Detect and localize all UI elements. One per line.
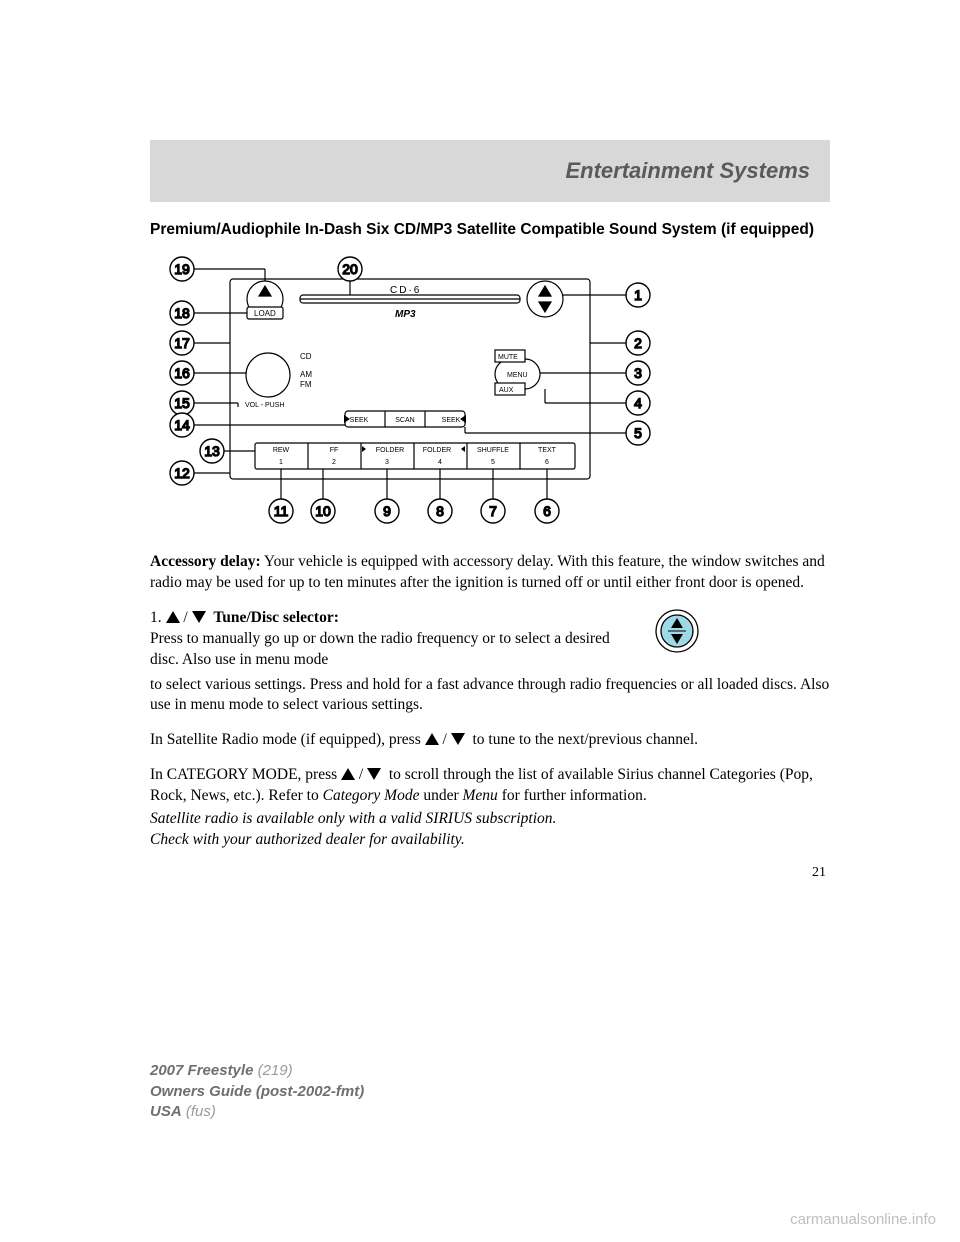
- svg-text:FOLDER: FOLDER: [423, 447, 451, 454]
- svg-text:3: 3: [634, 365, 642, 381]
- cat-f: for further information.: [498, 787, 647, 804]
- up-arrow-icon: [341, 768, 355, 780]
- up-arrow-icon: [425, 733, 439, 745]
- item1-num: 1.: [150, 609, 162, 626]
- svg-text:2: 2: [332, 459, 336, 466]
- label-seek-l: SEEK: [350, 417, 369, 424]
- svg-text:14: 14: [174, 417, 190, 433]
- cat-a: In CATEGORY MODE, press: [150, 766, 337, 783]
- label-vol: VOL - PUSH: [245, 402, 284, 409]
- svg-text:1: 1: [279, 459, 283, 466]
- tune-selector-icon: [654, 608, 700, 654]
- section-title: Entertainment Systems: [565, 158, 810, 184]
- down-arrow-icon: [451, 733, 465, 745]
- svg-text:16: 16: [174, 365, 190, 381]
- svg-text:9: 9: [383, 503, 391, 519]
- svg-text:11: 11: [274, 503, 289, 519]
- label-cd6: CD·6: [390, 285, 421, 296]
- label-am: AM: [300, 370, 312, 379]
- cat-c: Category Mode: [323, 787, 420, 804]
- svg-text:4: 4: [438, 459, 442, 466]
- label-seek-r: SEEK: [442, 417, 461, 424]
- svg-text:2: 2: [634, 335, 642, 351]
- svg-text:REW: REW: [273, 447, 290, 454]
- footer-code: (219): [253, 1062, 292, 1079]
- svg-text:1: 1: [634, 287, 642, 303]
- svg-text:20: 20: [342, 261, 358, 277]
- cat-d: under: [419, 787, 462, 804]
- down-arrow-icon: [192, 611, 206, 623]
- note1: Satellite radio is available only with a…: [150, 810, 556, 827]
- svg-text:3: 3: [385, 459, 389, 466]
- svg-text:8: 8: [436, 503, 444, 519]
- label-fm: FM: [300, 380, 312, 389]
- label-aux: AUX: [499, 387, 514, 394]
- category-para: In CATEGORY MODE, press / to scroll thro…: [150, 765, 830, 807]
- sirius-note: Satellite radio is available only with a…: [150, 809, 830, 851]
- page-subtitle: Premium/Audiophile In-Dash Six CD/MP3 Sa…: [150, 220, 830, 241]
- label-menu: MENU: [507, 372, 528, 379]
- svg-text:7: 7: [489, 503, 497, 519]
- watermark: carmanualsonline.info: [790, 1211, 936, 1228]
- accessory-delay-para: Accessory delay: Your vehicle is equippe…: [150, 552, 830, 594]
- radio-diagram: LOAD CD AM FM VOL - PUSH MUTE AUX MENU S…: [150, 255, 830, 530]
- up-arrow-icon: [166, 611, 180, 623]
- item1-block: 1. / Tune/Disc selector: Press to manual…: [150, 608, 624, 671]
- page-number: 21: [150, 865, 830, 881]
- svg-text:5: 5: [491, 459, 495, 466]
- svg-text:4: 4: [634, 395, 642, 411]
- svg-text:SHUFFLE: SHUFFLE: [477, 447, 509, 454]
- svg-text:12: 12: [174, 465, 190, 481]
- svg-text:FOLDER: FOLDER: [376, 447, 404, 454]
- label-scan: SCAN: [395, 417, 414, 424]
- item1-para-b: to select various settings. Press and ho…: [150, 675, 830, 717]
- svg-text:15: 15: [174, 395, 190, 411]
- down-arrow-icon: [367, 768, 381, 780]
- item1-title: Tune/Disc selector:: [213, 609, 339, 626]
- section-header: Entertainment Systems: [150, 140, 830, 202]
- note2: Check with your authorized dealer for av…: [150, 831, 465, 848]
- accessory-lead: Accessory delay:: [150, 553, 261, 570]
- svg-text:19: 19: [174, 261, 190, 277]
- svg-text:5: 5: [634, 425, 642, 441]
- svg-text:TEXT: TEXT: [538, 447, 557, 454]
- cat-e: Menu: [463, 787, 498, 804]
- svg-text:6: 6: [545, 459, 549, 466]
- svg-text:18: 18: [174, 305, 190, 321]
- satellite-para: In Satellite Radio mode (if equipped), p…: [150, 730, 830, 751]
- svg-text:6: 6: [543, 503, 551, 519]
- footer-block: 2007 Freestyle (219) Owners Guide (post-…: [150, 1061, 364, 1122]
- svg-text:13: 13: [204, 443, 220, 459]
- svg-text:10: 10: [315, 503, 331, 519]
- svg-text:FF: FF: [330, 447, 339, 454]
- footer-guide: Owners Guide (post-2002-fmt): [150, 1083, 364, 1100]
- label-load: LOAD: [254, 309, 276, 318]
- sat-b: to tune to the next/previous channel.: [472, 731, 698, 748]
- item1-para-a: Press to manually go up or down the radi…: [150, 630, 610, 668]
- footer-model: 2007 Freestyle: [150, 1062, 253, 1079]
- sat-a: In Satellite Radio mode (if equipped), p…: [150, 731, 421, 748]
- footer-region: USA: [150, 1103, 182, 1120]
- radio-diagram-svg: LOAD CD AM FM VOL - PUSH MUTE AUX MENU S…: [150, 255, 660, 525]
- footer-region-code: (fus): [182, 1103, 216, 1120]
- label-mp3: MP3: [395, 309, 416, 320]
- svg-text:17: 17: [174, 335, 190, 351]
- label-cd: CD: [300, 352, 312, 361]
- label-mute: MUTE: [498, 354, 518, 361]
